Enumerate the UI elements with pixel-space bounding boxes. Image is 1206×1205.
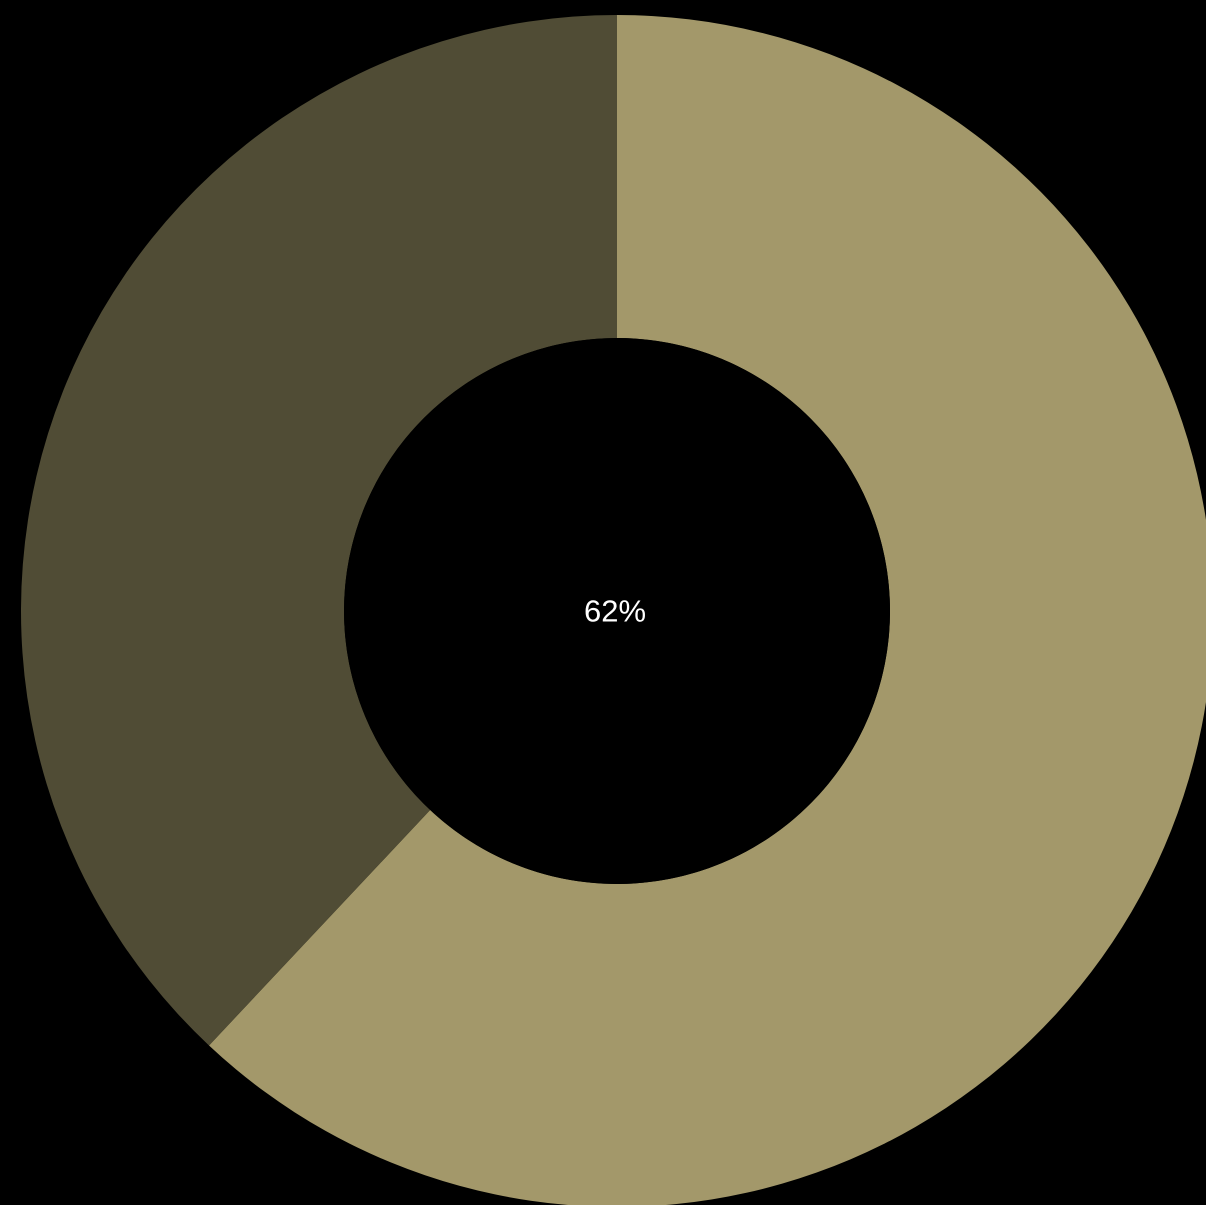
donut-slice-2 [21, 15, 618, 1046]
donut-slices [21, 15, 1206, 1205]
donut-slice-1 [209, 15, 1206, 1205]
center-percentage-label: 62% [584, 594, 646, 629]
donut-hole [344, 338, 890, 884]
